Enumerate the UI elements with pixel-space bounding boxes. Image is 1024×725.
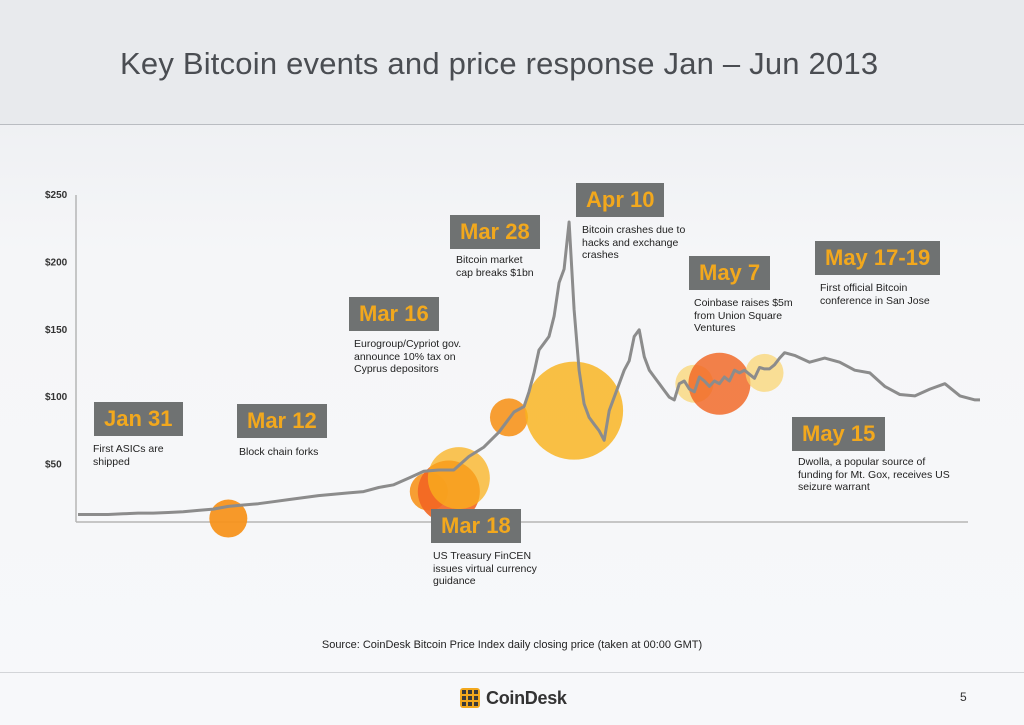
event-description-mar-16: Eurogroup/Cypriot gov. announce 10% tax …	[354, 338, 462, 375]
event-label-mar-28: Mar 28	[450, 215, 540, 249]
event-label-mar-18: Mar 18	[431, 509, 521, 543]
event-description-mar-18: US Treasury FinCEN issues virtual curren…	[433, 550, 537, 587]
page-number: 5	[960, 690, 967, 704]
y-tick-label: $250	[45, 190, 68, 201]
coindesk-logo-icon	[460, 688, 480, 708]
event-bubble	[525, 361, 624, 460]
event-description-may-17-19: First official Bitcoin conference in San…	[820, 282, 930, 307]
event-description-jan-31: First ASICs are shipped	[93, 443, 164, 468]
event-description-mar-28: Bitcoin market cap breaks $1bn	[456, 254, 534, 279]
event-label-apr-10: Apr 10	[576, 183, 665, 217]
event-description-may-15: Dwolla, a popular source of funding for …	[798, 456, 950, 493]
y-tick-label: $100	[45, 392, 68, 403]
event-description-mar-12: Block chain forks	[239, 446, 319, 458]
y-tick-label: $150	[45, 325, 68, 336]
event-label-mar-16: Mar 16	[349, 297, 439, 331]
logo-text: CoinDesk	[486, 687, 567, 708]
title-band	[0, 0, 1024, 125]
y-tick-label: $50	[45, 460, 62, 471]
y-tick-label: $200	[45, 257, 68, 268]
event-description-apr-10: Bitcoin crashes due to hacks and exchang…	[582, 224, 686, 261]
coindesk-logo: CoinDesk	[460, 687, 567, 709]
footer-divider	[0, 672, 1024, 673]
event-label-jan-31: Jan 31	[94, 402, 183, 436]
event-description-may-7: Coinbase raises $5m from Union Square Ve…	[694, 297, 793, 334]
source-note: Source: CoinDesk Bitcoin Price Index dai…	[321, 639, 703, 651]
slide-title: Key Bitcoin events and price response Ja…	[120, 46, 879, 81]
price-line	[78, 220, 980, 516]
event-bubble	[427, 447, 490, 510]
event-label-may-17-19: May 17-19	[815, 241, 941, 275]
event-label-may-7: May 7	[689, 256, 771, 290]
event-label-may-15: May 15	[792, 417, 886, 451]
line-layer	[78, 220, 980, 516]
event-label-mar-12: Mar 12	[237, 404, 327, 438]
